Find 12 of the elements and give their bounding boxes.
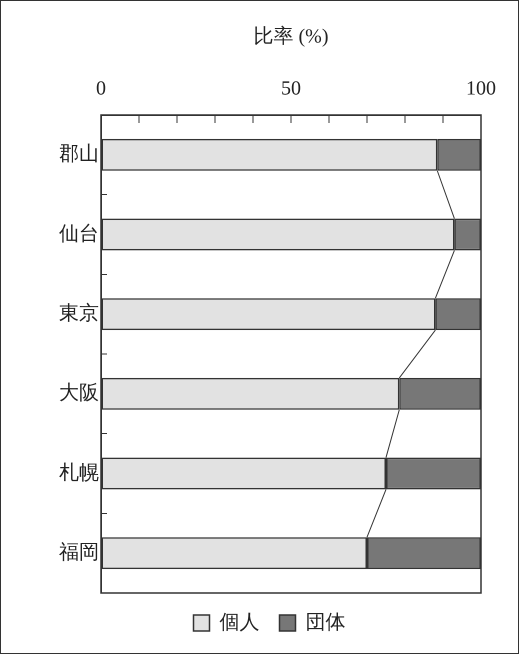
x-tick-label: 0 bbox=[96, 77, 106, 100]
y-tick-label: 大阪 bbox=[59, 382, 99, 404]
y-tick-label: 札幌 bbox=[59, 462, 99, 484]
x-axis-title: 比率 (%) bbox=[254, 25, 328, 48]
x-tick-label: 50 bbox=[281, 77, 301, 100]
legend-label: 団体 bbox=[306, 611, 346, 634]
y-tick-label: 福岡 bbox=[59, 541, 99, 564]
legend-label: 個人 bbox=[220, 611, 260, 634]
y-tick-label: 東京 bbox=[59, 302, 99, 324]
y-tick-label: 仙台 bbox=[59, 222, 99, 245]
y-tick-label: 郡山 bbox=[59, 143, 99, 166]
x-tick-label: 100 bbox=[466, 77, 496, 100]
